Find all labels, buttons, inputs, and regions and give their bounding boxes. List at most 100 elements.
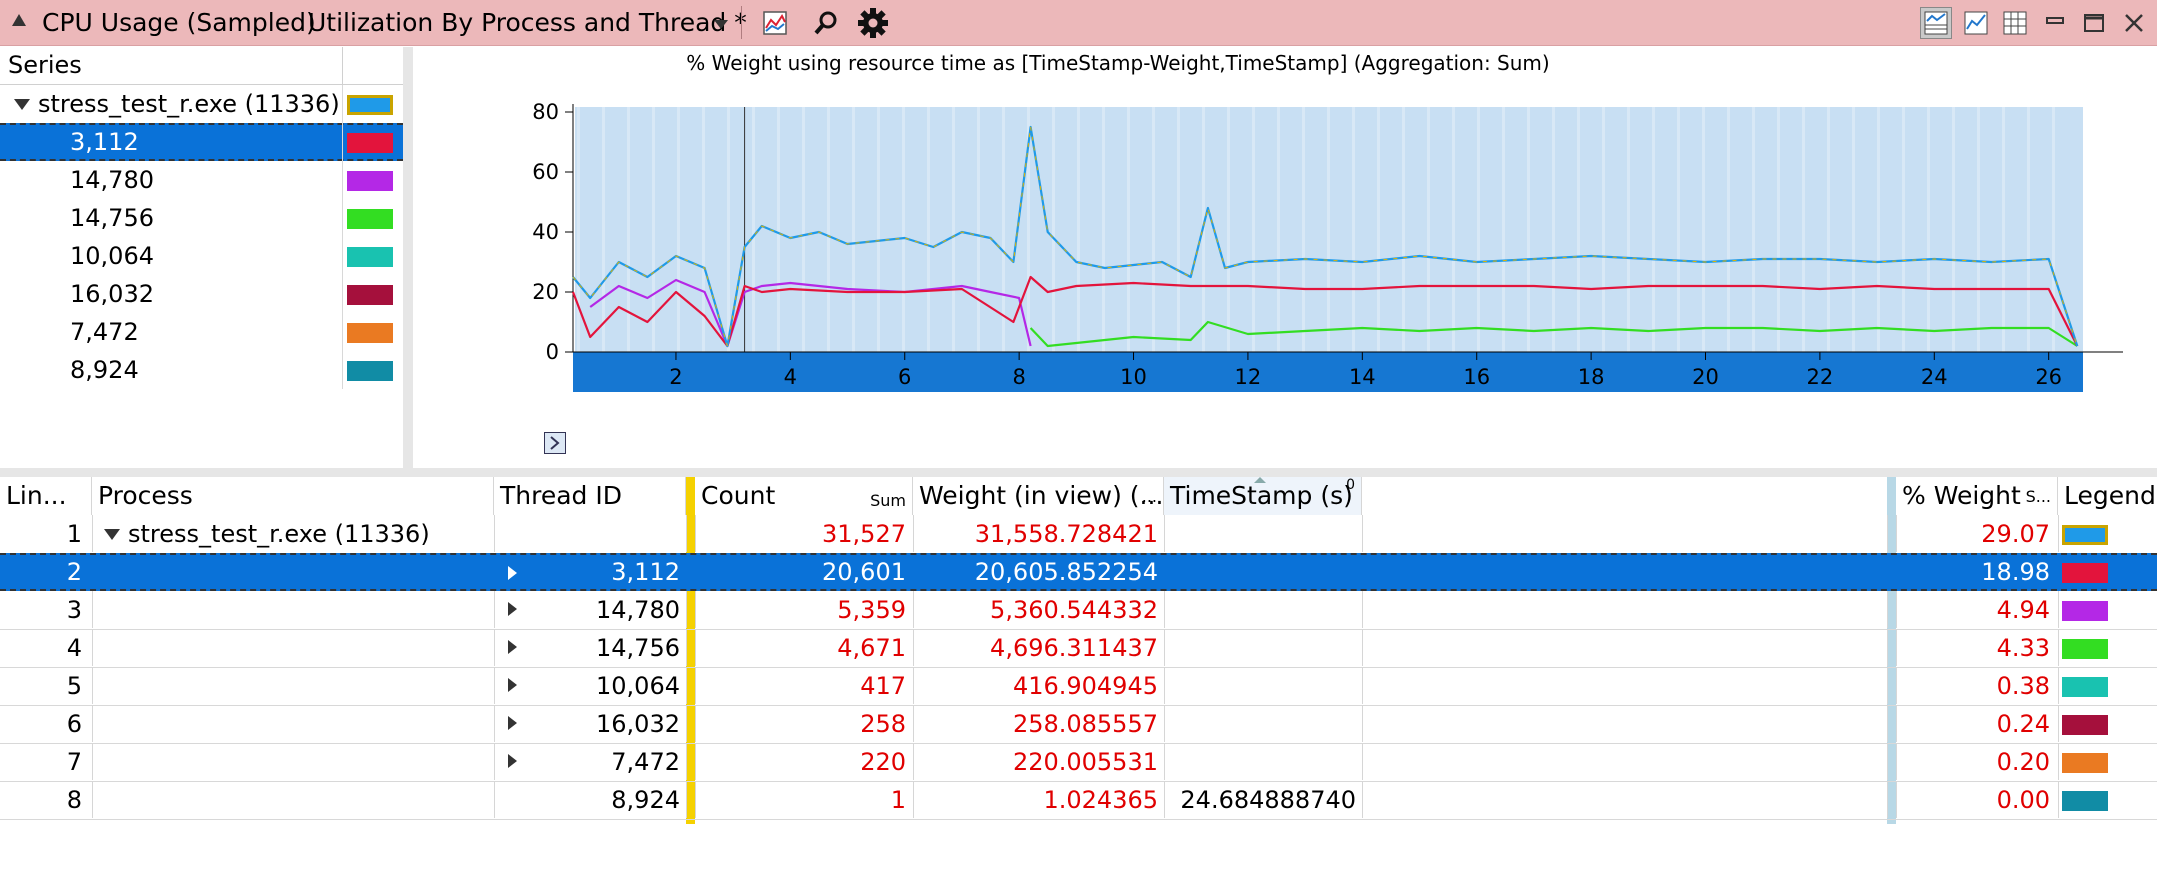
column-gridline	[92, 591, 93, 628]
process-cell: stress_test_r.exe (11336)	[128, 520, 430, 548]
count-cell: 220	[860, 748, 906, 776]
series-thread-swatch[interactable]	[347, 133, 393, 153]
series-line	[589, 278, 1032, 348]
series-thread-row[interactable]: 16,032	[0, 275, 403, 313]
preset-dropdown[interactable]: Utilization By Process and Thread *	[308, 8, 747, 37]
expand-triangle-icon[interactable]	[508, 566, 517, 580]
column-header-legend[interactable]: Legend	[2058, 477, 2157, 515]
series-thread-swatch[interactable]	[347, 209, 393, 229]
column-gridline	[2058, 667, 2059, 704]
minimize-icon[interactable]	[2041, 9, 2069, 37]
series-thread-swatch[interactable]	[347, 361, 393, 381]
series-thread-row[interactable]: 8,924	[0, 351, 403, 389]
column-gridline	[913, 667, 914, 704]
count-cell: 5,359	[837, 596, 906, 624]
grouping-divider[interactable]	[686, 477, 695, 824]
expand-triangle-icon[interactable]	[508, 602, 517, 616]
column-header-thread-id[interactable]: Thread ID	[494, 477, 686, 515]
legend-swatch	[2062, 601, 2108, 621]
table-row[interactable]: 5 10,064 417 416.904945 0.38	[0, 667, 2157, 706]
expand-triangle-icon[interactable]	[14, 99, 30, 110]
series-thread-row[interactable]: 7,472	[0, 313, 403, 351]
series-thread-label: 10,064	[70, 242, 154, 270]
line-number-cell: 4	[66, 634, 82, 662]
column-header-count[interactable]: Count Sum	[695, 477, 913, 515]
vertical-splitter[interactable]	[403, 47, 413, 468]
table-row[interactable]: 8 8,924 1 1.024365 24.684888740 0.00	[0, 781, 2157, 820]
column-header-percent-weight[interactable]: % Weight S...	[1896, 477, 2058, 515]
series-thread-swatch[interactable]	[347, 247, 393, 267]
horizontal-splitter[interactable]	[0, 468, 2157, 477]
collapse-triangle-icon[interactable]	[12, 14, 26, 26]
expand-triangle-icon[interactable]	[508, 678, 517, 692]
series-process-row[interactable]: stress_test_r.exe (11336)	[0, 85, 403, 123]
line-number-cell: 6	[66, 710, 82, 738]
legend-swatch	[2062, 639, 2108, 659]
expand-triangle-icon[interactable]	[508, 716, 517, 730]
series-process-swatch[interactable]	[347, 95, 393, 115]
plot-stripe	[577, 107, 580, 352]
plot-stripe	[2052, 107, 2055, 352]
x-tick-label: 2	[669, 365, 682, 389]
column-gridline	[913, 705, 914, 742]
column-header-weight[interactable]: Weight (in view) (... ...	[913, 477, 1164, 515]
expand-triangle-icon[interactable]	[508, 754, 517, 768]
zoom-to-selection-button[interactable]	[544, 432, 566, 454]
table-row[interactable]: 6 16,032 258 258.085557 0.24	[0, 705, 2157, 744]
plot-stripe	[1252, 107, 1255, 352]
series-thread-row[interactable]: 14,780	[0, 161, 403, 199]
series-thread-row[interactable]: 14,756	[0, 199, 403, 237]
percent-weight-cell: 29.07	[1981, 520, 2050, 548]
column-gridline	[1164, 705, 1165, 742]
thread-id-cell: 7,472	[611, 748, 680, 776]
graph-only-icon[interactable]	[1962, 9, 1990, 37]
x-tick-label: 10	[1120, 365, 1147, 389]
column-gridline	[1362, 743, 1363, 780]
column-header-line[interactable]: Lin...	[0, 477, 92, 515]
x-tick-label: 22	[1807, 365, 1834, 389]
table-only-icon[interactable]	[2001, 9, 2029, 37]
plot-stripe	[1402, 107, 1405, 352]
table-row[interactable]: 7 7,472 220 220.005531 0.20	[0, 743, 2157, 782]
series-thread-row[interactable]: 3,112	[0, 123, 403, 161]
expand-triangle-icon[interactable]	[508, 640, 517, 654]
table-row[interactable]: 3 14,780 5,359 5,360.544332 4.94	[0, 591, 2157, 630]
gear-icon[interactable]	[857, 7, 889, 39]
close-icon[interactable]	[2120, 9, 2148, 37]
thread-id-cell: 10,064	[596, 672, 680, 700]
graph-column-divider[interactable]	[1887, 477, 1896, 824]
column-gridline	[1164, 781, 1165, 818]
column-header-process[interactable]: Process	[92, 477, 494, 515]
series-thread-swatch[interactable]	[347, 323, 393, 343]
preset-dropdown-arrow-icon[interactable]	[714, 20, 728, 29]
plot-stripe	[1277, 107, 1280, 352]
series-thread-label: 3,112	[70, 128, 139, 156]
series-thread-row[interactable]: 10,064	[0, 237, 403, 275]
maximize-icon[interactable]	[2080, 9, 2108, 37]
plot-stripe	[1802, 107, 1805, 352]
expand-triangle-icon[interactable]	[104, 529, 120, 540]
column-gridline	[1896, 629, 1897, 666]
table-row[interactable]: 2 3,112 20,601 20,605.852254 18.98	[0, 553, 2157, 591]
thread-id-cell: 14,780	[596, 596, 680, 624]
plot-stripe	[1502, 107, 1505, 352]
plot-stripe	[2002, 107, 2005, 352]
plot-stripe	[1327, 107, 1330, 352]
percent-weight-cell: 4.33	[1996, 634, 2050, 662]
table-row[interactable]: 4 14,756 4,671 4,696.311437 4.33	[0, 629, 2157, 668]
chart-type-icon[interactable]	[762, 10, 788, 36]
search-icon[interactable]	[813, 10, 839, 36]
column-gridline	[92, 743, 93, 780]
graph-and-table-view-button[interactable]	[1920, 7, 1952, 39]
series-thread-swatch[interactable]	[347, 171, 393, 191]
plot-stripe	[1077, 107, 1080, 352]
plot-stripe	[1177, 107, 1180, 352]
plot-stripe	[1102, 107, 1105, 352]
series-header: Series	[0, 47, 403, 85]
chevron-right-icon	[550, 436, 560, 450]
line-number-cell: 3	[66, 596, 82, 624]
series-thread-swatch[interactable]	[347, 285, 393, 305]
column-header-timestamp[interactable]: TimeStamp (s) 0	[1164, 477, 1362, 515]
table-row[interactable]: 1 stress_test_r.exe (11336) 31,527 31,558.7…	[0, 515, 2157, 554]
